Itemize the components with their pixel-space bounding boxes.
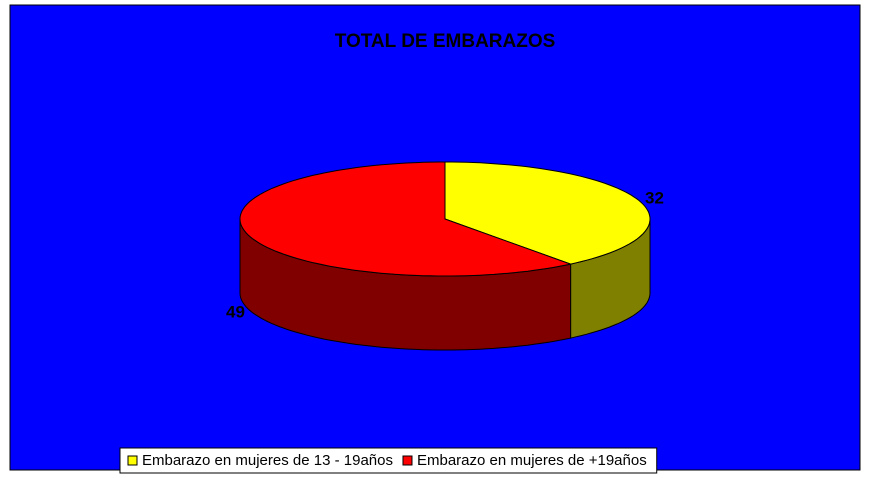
data-label: 32 [645,189,664,208]
legend-label: Embarazo en mujeres de +19años [417,452,647,469]
legend-marker [402,455,413,466]
chart-title: TOTAL DE EMBARAZOS [335,31,556,52]
slice [239,161,573,277]
slice [444,161,651,265]
data-label: 49 [226,302,245,321]
legend-marker [127,455,138,466]
legend-box [119,447,658,474]
legend-label: Embarazo en mujeres de 13 - 19años [142,452,393,469]
